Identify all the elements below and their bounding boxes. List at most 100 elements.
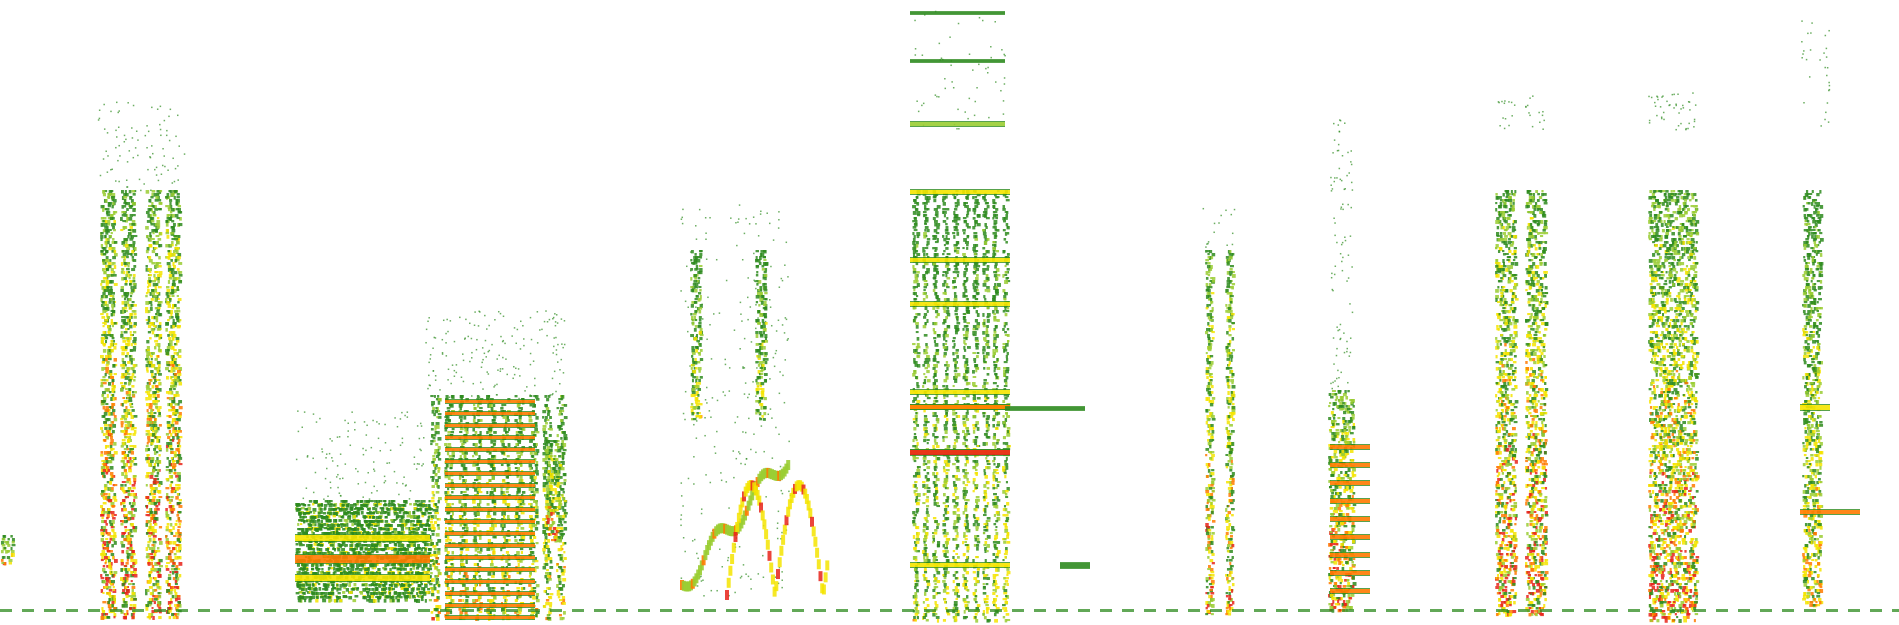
noise-floor-dash bbox=[286, 609, 298, 612]
noise-floor-dash bbox=[990, 609, 1002, 612]
noise-floor-dash bbox=[110, 609, 122, 612]
noise-floor-dash bbox=[352, 609, 364, 612]
noise-floor-dash bbox=[88, 609, 100, 612]
noise-floor-dash bbox=[1342, 609, 1354, 612]
noise-floor-dash bbox=[1408, 609, 1420, 612]
noise-floor-dash bbox=[1826, 609, 1838, 612]
call-1 bbox=[97, 101, 186, 620]
noise-floor-dash bbox=[770, 609, 782, 612]
noise-floor-dash bbox=[462, 609, 474, 612]
noise-floor-dash bbox=[660, 609, 672, 612]
noise-floor-dash bbox=[1276, 609, 1288, 612]
noise-floor-dash bbox=[308, 609, 320, 612]
noise-floor-dash bbox=[1892, 609, 1899, 612]
noise-floor-dash bbox=[1122, 609, 1134, 612]
call-7 bbox=[1328, 119, 1370, 613]
noise-floor-dash bbox=[1584, 609, 1596, 612]
noise-floor-dash bbox=[1474, 609, 1486, 612]
noise-floor-dash bbox=[902, 609, 914, 612]
noise-floor-dash bbox=[1320, 609, 1332, 612]
noise-floor-dash bbox=[968, 609, 980, 612]
noise-floor-dash bbox=[748, 609, 760, 612]
noise-floor-dash bbox=[440, 609, 452, 612]
call-8 bbox=[1495, 95, 1549, 617]
noise-floor-dash bbox=[1210, 609, 1222, 612]
noise-floor-dash bbox=[198, 609, 210, 612]
noise-floor-dash bbox=[1144, 609, 1156, 612]
noise-floor-dash bbox=[1100, 609, 1112, 612]
noise-floor-dash bbox=[1364, 609, 1376, 612]
noise-floor-dash bbox=[946, 609, 958, 612]
noise-floor-dash bbox=[792, 609, 804, 612]
noise-floor-dash bbox=[638, 609, 650, 612]
noise-floor-dash bbox=[1672, 609, 1684, 612]
noise-floor-dash bbox=[220, 609, 232, 612]
noise-floor-dash bbox=[1650, 609, 1662, 612]
noise-floor-dash bbox=[528, 609, 540, 612]
noise-floor-dash bbox=[1562, 609, 1574, 612]
noise-floor-dash bbox=[1628, 609, 1640, 612]
noise-floor-dash bbox=[1452, 609, 1464, 612]
noise-floor-dash bbox=[396, 609, 408, 612]
noise-floor-dash bbox=[1804, 609, 1816, 612]
noise-floor-dash bbox=[1738, 609, 1750, 612]
call-9 bbox=[1648, 92, 1700, 623]
call-5 bbox=[910, 10, 1090, 623]
noise-floor-dash bbox=[418, 609, 430, 612]
noise-floor-dash bbox=[814, 609, 826, 612]
noise-floor-dash bbox=[1760, 609, 1772, 612]
noise-floor-dash bbox=[1606, 609, 1618, 612]
noise-floor-layer bbox=[0, 609, 1899, 612]
noise-floor-dash bbox=[550, 609, 562, 612]
noise-floor-dash bbox=[572, 609, 584, 612]
noise-floor-dash bbox=[1298, 609, 1310, 612]
noise-floor-dash bbox=[836, 609, 848, 612]
noise-floor-dash bbox=[132, 609, 144, 612]
noise-floor-dash bbox=[616, 609, 628, 612]
noise-floor-dash bbox=[176, 609, 188, 612]
noise-floor-dash bbox=[1078, 609, 1090, 612]
call-2 bbox=[295, 410, 434, 603]
noise-floor-dash bbox=[1188, 609, 1200, 612]
noise-floor-dash bbox=[1518, 609, 1530, 612]
noise-floor-dash bbox=[726, 609, 738, 612]
calls-layer bbox=[0, 10, 1860, 623]
call-0 bbox=[0, 535, 16, 566]
noise-floor-dash bbox=[264, 609, 276, 612]
noise-floor-dash bbox=[1540, 609, 1552, 612]
noise-floor-dash bbox=[1034, 609, 1046, 612]
noise-floor-dash bbox=[1848, 609, 1860, 612]
call-6 bbox=[1202, 207, 1236, 616]
noise-floor-dash bbox=[1716, 609, 1728, 612]
call-10 bbox=[1800, 20, 1860, 608]
noise-floor-dash bbox=[880, 609, 892, 612]
noise-floor-dash bbox=[858, 609, 870, 612]
noise-floor-dash bbox=[1386, 609, 1398, 612]
noise-floor-dash bbox=[0, 609, 12, 612]
noise-floor-dash bbox=[1496, 609, 1508, 612]
noise-floor-dash bbox=[1166, 609, 1178, 612]
noise-floor-dash bbox=[594, 609, 606, 612]
noise-floor-dash bbox=[1012, 609, 1024, 612]
noise-floor-dash bbox=[506, 609, 518, 612]
noise-floor-dash bbox=[22, 609, 34, 612]
noise-floor-dash bbox=[154, 609, 166, 612]
noise-floor-dash bbox=[924, 609, 936, 612]
noise-floor-dash bbox=[1782, 609, 1794, 612]
noise-floor-dash bbox=[44, 609, 56, 612]
noise-floor-dash bbox=[330, 609, 342, 612]
noise-floor-dash bbox=[1694, 609, 1706, 612]
call-3 bbox=[425, 310, 568, 621]
noise-floor-dash bbox=[1232, 609, 1244, 612]
noise-floor-dash bbox=[484, 609, 496, 612]
noise-floor-dash bbox=[1056, 609, 1068, 612]
noise-floor-dash bbox=[1430, 609, 1442, 612]
noise-floor-dash bbox=[1870, 609, 1882, 612]
noise-floor-dash bbox=[374, 609, 386, 612]
noise-floor-dash bbox=[704, 609, 716, 612]
noise-floor-dash bbox=[1254, 609, 1266, 612]
call-4 bbox=[680, 204, 830, 600]
noise-floor-dash bbox=[682, 609, 694, 612]
